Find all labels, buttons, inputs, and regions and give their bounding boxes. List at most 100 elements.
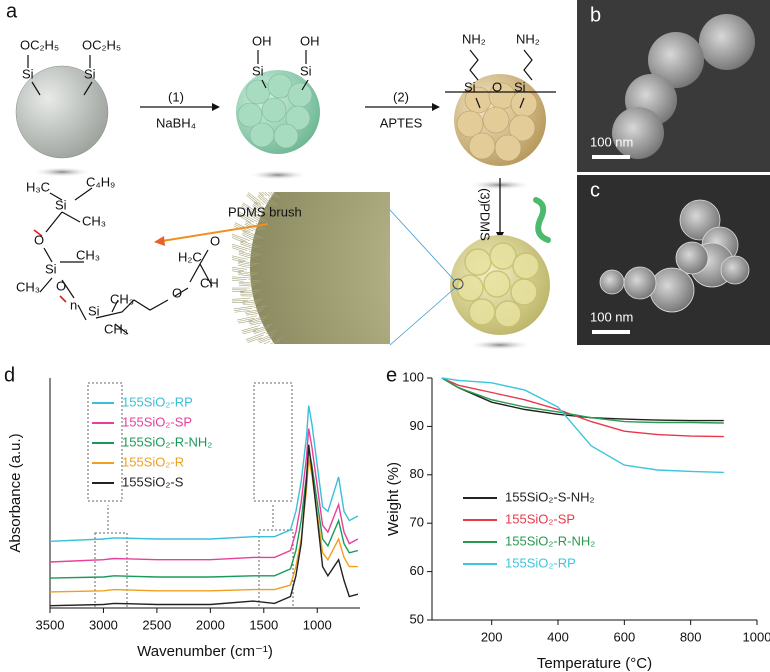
x-tick-label: 2500 <box>142 617 171 632</box>
pdms-icon <box>533 197 551 243</box>
chem: Si <box>300 63 312 78</box>
chem: Si <box>45 261 57 276</box>
chem: O <box>56 278 66 293</box>
chem: NH₂ <box>516 31 540 46</box>
chem: Si <box>88 303 100 318</box>
series-line <box>49 444 359 607</box>
bumps <box>237 73 313 149</box>
micrograph-b: b 100 nm <box>577 0 770 172</box>
x-tick-label: 400 <box>547 629 569 644</box>
chem: CH₃ <box>76 247 100 262</box>
step: (3) <box>478 188 493 204</box>
panel-label: b <box>590 4 601 26</box>
chem: O <box>210 233 220 248</box>
x-tick-label: 600 <box>613 629 635 644</box>
legend-label: 155SiO₂-RP <box>505 555 576 570</box>
chem: OC₂H₅ <box>82 37 121 52</box>
step: (2) <box>393 89 409 104</box>
micrograph-c: c 100 nm <box>577 175 770 345</box>
legend-label: 155SiO₂-R-NH₂ <box>505 533 595 548</box>
series-line <box>441 377 724 474</box>
chem: Si <box>252 63 264 78</box>
step: (1) <box>168 89 184 104</box>
chem: CH₃ <box>110 291 134 306</box>
chem: OC₂H₅ <box>20 37 59 52</box>
legend-label: 155SiO₂-SP <box>505 511 575 526</box>
series-line <box>49 405 359 542</box>
zoom-lines <box>389 209 456 346</box>
chem: Si <box>22 66 34 81</box>
x-tick-label: 3000 <box>89 617 118 632</box>
brush-zoom <box>232 192 390 344</box>
panel-label: c <box>590 179 600 201</box>
chem: Si <box>514 79 526 94</box>
y-tick-label: 50 <box>410 611 424 626</box>
chem: C₄H₉ <box>86 174 115 189</box>
chem: O <box>34 232 44 247</box>
y-tick-label: 100 <box>402 369 424 384</box>
y-tick-label: 60 <box>410 563 424 578</box>
series-line <box>441 377 724 438</box>
panel-label: e <box>386 364 397 386</box>
reagent: PDMS <box>478 203 493 241</box>
y-tick-label: 90 <box>410 418 424 433</box>
chem: CH <box>200 275 219 290</box>
chem: OH <box>252 33 272 48</box>
silica-sphere <box>15 65 109 159</box>
bonds <box>257 50 309 91</box>
y-axis-title: Weight (%) <box>385 462 402 536</box>
brush-label: PDMS brush <box>228 204 302 219</box>
shadow <box>468 340 532 350</box>
x-tick-label: 2000 <box>196 617 225 632</box>
arrowhead <box>154 236 165 246</box>
chem: Si <box>55 197 67 212</box>
legend-label: 155SiO₂-R-NH₂ <box>122 434 212 449</box>
bonds <box>445 49 556 109</box>
bonds <box>27 55 93 96</box>
chem: NH₂ <box>462 31 486 46</box>
x-axis-title: Wavenumber (cm⁻¹) <box>137 643 273 660</box>
x-tick-label: 3500 <box>36 617 65 632</box>
arrow <box>161 223 269 242</box>
chem: H₃C <box>26 179 50 194</box>
chem: CH₃ <box>16 279 40 294</box>
reagent: APTES <box>380 115 423 130</box>
chem: Si <box>464 79 476 94</box>
series-line <box>49 458 358 593</box>
scheme <box>15 49 556 350</box>
series-line <box>49 449 359 579</box>
legend-label: 155SiO₂-S <box>122 474 184 489</box>
x-axis-title: Temperature (°C) <box>537 655 652 672</box>
x-tick-label: 1500 <box>249 617 278 632</box>
legend-label: 155SiO₂-R <box>122 454 184 469</box>
legend-label: 155SiO₂-RP <box>122 394 193 409</box>
chem: n <box>70 297 77 312</box>
series-line <box>441 377 724 422</box>
scheme-labels: (1) NaBH₄ (2) APTES (3) PDMS PDMS brush … <box>16 31 540 336</box>
chem: CH₃ <box>104 321 128 336</box>
scale-bar: 100 nm <box>590 309 633 324</box>
y-tick-label: 80 <box>410 466 424 481</box>
pdms-bonds <box>39 187 213 335</box>
x-tick-label: 200 <box>481 629 503 644</box>
chem: CH₃ <box>82 213 106 228</box>
x-tick-label: 1000 <box>743 629 770 644</box>
shadow <box>248 170 308 180</box>
legend-label: 155SiO₂-S-NH₂ <box>505 489 595 504</box>
scale-bar: 100 nm <box>590 134 633 149</box>
y-axis-title: Absorbance (a.u.) <box>7 433 24 552</box>
panel-label: a <box>6 0 18 22</box>
chem: O <box>492 79 502 94</box>
arrowhead <box>432 103 440 111</box>
bumps <box>456 82 538 162</box>
repeat-marks <box>33 229 67 303</box>
shadow <box>32 167 92 177</box>
chem: H₂C <box>178 249 202 264</box>
arrowhead <box>212 103 220 111</box>
series-line <box>49 428 359 563</box>
reagent: NaBH₄ <box>156 115 196 130</box>
legend-label: 155SiO₂-SP <box>122 414 192 429</box>
x-tick-label: 1000 <box>303 617 332 632</box>
x-tick-label: 800 <box>680 629 702 644</box>
